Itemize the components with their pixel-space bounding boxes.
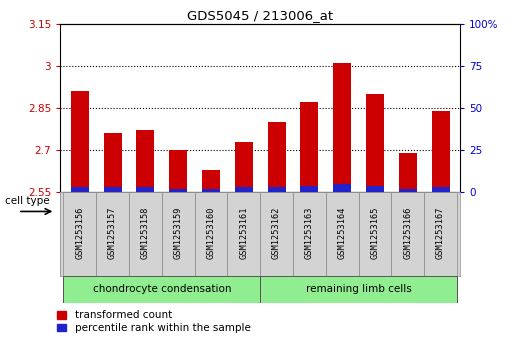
Bar	[268, 187, 286, 192]
Text: GSM1253159: GSM1253159	[174, 206, 183, 259]
Text: GSM1253166: GSM1253166	[403, 206, 412, 259]
Text: GSM1253165: GSM1253165	[370, 206, 380, 259]
Bar	[169, 189, 187, 192]
Bar	[391, 192, 424, 276]
Bar	[129, 192, 162, 276]
Text: GSM1253163: GSM1253163	[305, 206, 314, 259]
Bar	[104, 133, 122, 192]
Bar	[293, 192, 326, 276]
Text: GSM1253158: GSM1253158	[141, 206, 150, 259]
Bar	[431, 111, 450, 192]
Text: chondrocyte condensation: chondrocyte condensation	[93, 285, 231, 294]
Bar	[260, 192, 293, 276]
Bar	[202, 189, 220, 192]
Text: remaining limb cells: remaining limb cells	[306, 285, 412, 294]
Bar	[359, 192, 391, 276]
Bar	[300, 185, 319, 192]
Bar	[235, 187, 253, 192]
Bar	[137, 187, 154, 192]
Bar	[202, 170, 220, 192]
Text: GSM1253160: GSM1253160	[207, 206, 215, 259]
Bar	[366, 185, 384, 192]
Bar	[63, 277, 260, 303]
Bar	[399, 153, 417, 192]
Bar	[260, 277, 457, 303]
Bar	[431, 187, 450, 192]
Text: cell type: cell type	[5, 196, 50, 205]
Text: GSM1253167: GSM1253167	[436, 206, 445, 259]
Bar	[96, 192, 129, 276]
Bar	[195, 192, 228, 276]
Bar	[333, 63, 351, 192]
Bar	[71, 91, 89, 192]
Text: GSM1253162: GSM1253162	[272, 206, 281, 259]
Bar	[326, 192, 359, 276]
Bar	[162, 192, 195, 276]
Bar	[63, 192, 96, 276]
Text: GSM1253156: GSM1253156	[75, 206, 84, 259]
Bar	[366, 94, 384, 192]
Bar	[268, 122, 286, 192]
Text: GSM1253157: GSM1253157	[108, 206, 117, 259]
Legend: transformed count, percentile rank within the sample: transformed count, percentile rank withi…	[55, 308, 253, 335]
Bar	[104, 187, 122, 192]
Bar	[424, 192, 457, 276]
Bar	[71, 187, 89, 192]
Title: GDS5045 / 213006_at: GDS5045 / 213006_at	[187, 9, 333, 23]
Bar	[300, 102, 319, 192]
Text: GSM1253164: GSM1253164	[338, 206, 347, 259]
Bar	[228, 192, 260, 276]
Bar	[169, 150, 187, 192]
Bar	[137, 130, 154, 192]
Bar	[235, 142, 253, 192]
Bar	[333, 184, 351, 192]
Text: GSM1253161: GSM1253161	[240, 206, 248, 259]
Bar	[399, 189, 417, 192]
